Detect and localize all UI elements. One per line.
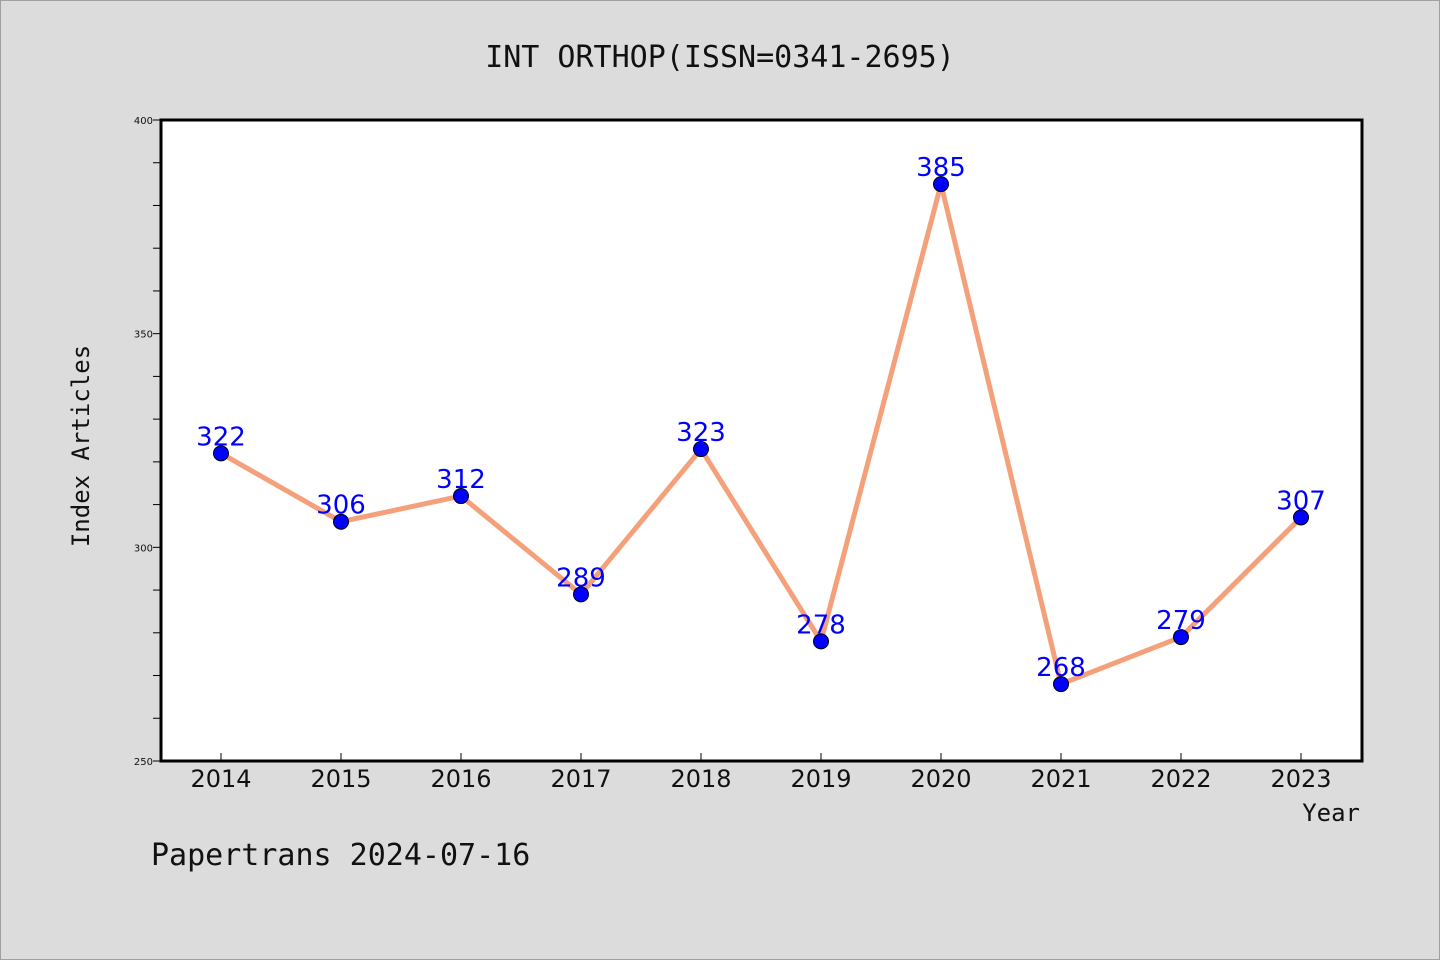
data-label-2016: 312 <box>436 465 486 495</box>
x-tick-label: 2022 <box>1150 765 1211 793</box>
data-point-2020 <box>933 176 949 193</box>
data-labels: 322 306 312 289 323 278 385 268 279 307 <box>196 153 1326 683</box>
x-tick-label: 2018 <box>670 765 731 793</box>
plot-area <box>159 118 1364 763</box>
x-tick-label: 2023 <box>1270 765 1331 793</box>
footer-credit: Papertrans 2024-07-16 <box>151 838 530 873</box>
data-label-2014: 322 <box>196 422 246 452</box>
data-label-2022: 279 <box>1156 606 1206 636</box>
x-tick-label: 2016 <box>430 765 491 793</box>
series-line <box>218 181 1304 687</box>
data-label-2015: 306 <box>316 491 366 521</box>
data-label-2020: 385 <box>916 153 966 183</box>
data-point-2018 <box>693 441 709 458</box>
data-point-2014 <box>213 445 229 462</box>
data-label-2019: 278 <box>796 610 846 640</box>
data-point-2019 <box>813 633 829 650</box>
data-point-2022 <box>1173 629 1189 646</box>
data-point-2017 <box>573 586 589 603</box>
y-axis: 250 300 350 400 <box>134 116 161 768</box>
y-tick-label: 350 <box>134 330 153 341</box>
series-index-articles <box>213 176 1309 693</box>
y-tick-label: 400 <box>134 116 153 127</box>
chart-title: INT ORTHOP(ISSN=0341-2695) <box>485 40 955 75</box>
data-point-2015 <box>333 513 349 530</box>
y-tick-label: 250 <box>134 757 153 768</box>
data-label-2018: 323 <box>676 418 726 448</box>
x-tick-label: 2019 <box>790 765 851 793</box>
x-axis: 2014 2015 2016 2017 2018 2019 2020 2021 2022 2023 <box>190 753 1332 793</box>
data-point-2016 <box>453 488 469 505</box>
x-tick-label: 2014 <box>190 765 251 793</box>
y-axis-label: Index Articles <box>67 345 95 547</box>
data-label-2021: 268 <box>1036 653 1086 683</box>
x-tick-label: 2017 <box>550 765 611 793</box>
data-point-2021 <box>1053 676 1069 693</box>
x-axis-label: Year <box>1302 799 1360 827</box>
x-tick-label: 2015 <box>310 765 371 793</box>
data-label-2023: 307 <box>1276 486 1326 516</box>
data-label-2017: 289 <box>556 563 606 593</box>
x-tick-label: 2021 <box>1030 765 1091 793</box>
data-point-2023 <box>1293 509 1309 526</box>
x-tick-label: 2020 <box>910 765 971 793</box>
y-tick-label: 300 <box>134 543 153 554</box>
